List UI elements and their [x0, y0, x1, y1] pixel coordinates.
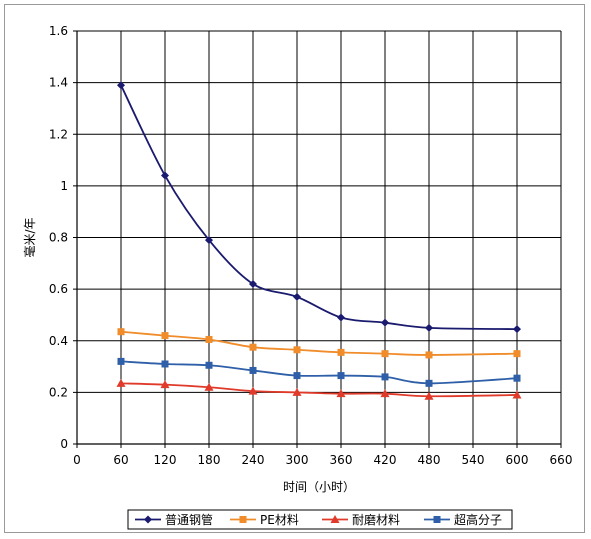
- legend-marker: [144, 515, 152, 524]
- legend-box: [127, 509, 513, 530]
- legend-label: 普通钢管: [165, 512, 213, 527]
- x-tick-label: 540: [462, 453, 485, 467]
- data-point: [161, 171, 169, 180]
- x-tick-label: 120: [154, 453, 177, 467]
- legend-label: 超高分子: [454, 512, 502, 527]
- data-point: [337, 313, 345, 322]
- x-tick-label: 60: [113, 453, 128, 467]
- x-tick-label: 180: [198, 453, 221, 467]
- data-point: [512, 390, 522, 399]
- y-tick-label: 1: [60, 179, 68, 193]
- data-point: [205, 335, 213, 343]
- legend-item: 耐磨材料: [322, 513, 400, 527]
- x-tick-label: 480: [418, 453, 441, 467]
- data-point: [425, 379, 433, 387]
- axes: [73, 30, 562, 448]
- data-point: [381, 318, 389, 327]
- y-axis-label: 毫米/年: [22, 217, 37, 257]
- legend-item: PE材料: [230, 513, 299, 527]
- legend-label: PE材料: [260, 513, 299, 527]
- data-point: [513, 350, 521, 358]
- y-tick-label: 0.2: [49, 385, 68, 399]
- x-tick-labels: 0 60 120 180 240 300 360 420 480 540 600 660: [73, 453, 572, 467]
- series-line: [120, 360, 518, 385]
- x-axis-label: 时间（小时）: [283, 480, 355, 494]
- data-point: [293, 292, 301, 301]
- legend-marker: [433, 516, 441, 523]
- data-point: [292, 387, 302, 396]
- series-group: [116, 81, 522, 400]
- legend-item: 超高分子: [424, 512, 502, 527]
- y-tick-label: 1.6: [49, 24, 68, 38]
- legend: 普通钢管 PE材料 耐磨材料 超高分子: [127, 509, 513, 530]
- x-tick-label: 300: [286, 453, 309, 467]
- legend-marker: [239, 516, 247, 523]
- data-point: [293, 372, 301, 380]
- data-point: [117, 357, 125, 365]
- data-point: [336, 389, 346, 398]
- data-point: [249, 279, 257, 288]
- data-point: [380, 389, 390, 398]
- x-tick-label: 660: [550, 453, 573, 467]
- x-tick-label: 420: [374, 453, 397, 467]
- x-tick-label: 0: [73, 453, 81, 467]
- grid-lines: [77, 30, 562, 444]
- x-tick-label: 240: [242, 453, 265, 467]
- y-tick-label: 0: [60, 437, 68, 451]
- data-point: [425, 323, 433, 332]
- legend-label: 耐磨材料: [352, 513, 400, 527]
- y-tick-label: 0.8: [49, 231, 68, 245]
- data-point: [205, 236, 213, 245]
- data-point: [337, 372, 345, 380]
- series-2: [117, 328, 521, 359]
- series-line: [120, 84, 518, 331]
- y-tick-label: 0.4: [49, 334, 68, 348]
- data-point: [249, 366, 257, 374]
- y-tick-labels: 0 0.2 0.4 0.6 0.8 1 1.2 1.4 1.6: [49, 24, 68, 451]
- chart-frame: [4, 4, 585, 533]
- data-point: [513, 325, 521, 334]
- x-tick-label: 600: [506, 453, 529, 467]
- series-3: [116, 378, 522, 400]
- data-point: [424, 391, 434, 400]
- data-point: [381, 350, 389, 358]
- data-point: [161, 332, 169, 340]
- data-point: [337, 348, 345, 356]
- y-tick-label: 1.2: [49, 127, 68, 141]
- data-point: [117, 328, 125, 336]
- series-line: [120, 330, 518, 356]
- data-point: [248, 386, 258, 395]
- series-4: [117, 357, 521, 387]
- legend-marker: [330, 515, 340, 523]
- series-1: [117, 81, 521, 334]
- series-line: [120, 382, 518, 398]
- data-point: [425, 351, 433, 359]
- data-point: [513, 374, 521, 382]
- y-tick-label: 0.6: [49, 282, 68, 296]
- data-point: [205, 361, 213, 369]
- legend-item: 普通钢管: [135, 512, 213, 527]
- data-point: [381, 373, 389, 381]
- data-point: [293, 346, 301, 354]
- data-point: [117, 81, 125, 90]
- y-tick-label: 1.4: [49, 76, 68, 90]
- data-point: [161, 360, 169, 368]
- data-point: [116, 378, 126, 387]
- data-point: [204, 382, 214, 391]
- data-point: [160, 380, 170, 389]
- data-point: [249, 343, 257, 351]
- x-tick-label: 360: [330, 453, 353, 467]
